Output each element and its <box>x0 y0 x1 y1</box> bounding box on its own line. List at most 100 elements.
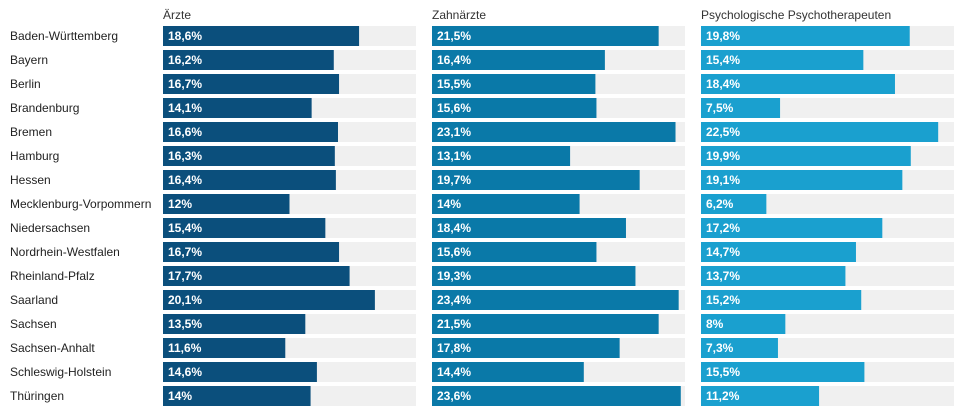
bar-psychologische-psychotherapeuten-mecklenburg-vorpommern <box>701 194 767 214</box>
data-label-psychologische-psychotherapeuten-berlin: 18,4% <box>706 77 740 91</box>
data-label-psychologische-psychotherapeuten-brandenburg: 7,5% <box>706 101 734 115</box>
data-label-aerzte-thueringen: 14% <box>168 389 192 403</box>
bar-aerzte-brandenburg <box>163 98 312 118</box>
bar-zahnaerzte-baden-wuerttemberg <box>432 26 659 46</box>
bar-zahnaerzte-hamburg <box>432 146 571 166</box>
category-label-hamburg: Hamburg <box>10 149 59 163</box>
data-label-zahnaerzte-sachsen-anhalt: 17,8% <box>437 341 471 355</box>
data-label-psychologische-psychotherapeuten-schleswig-holstein: 15,5% <box>706 365 740 379</box>
bar-aerzte-baden-wuerttemberg <box>163 26 360 46</box>
bar-aerzte-hamburg <box>163 146 335 166</box>
data-label-psychologische-psychotherapeuten-nordrhein-westfalen: 14,7% <box>706 245 740 259</box>
data-label-psychologische-psychotherapeuten-bremen: 22,5% <box>706 125 740 139</box>
category-label-thueringen: Thüringen <box>10 389 64 403</box>
data-label-aerzte-sachsen: 13,5% <box>168 317 202 331</box>
bar-zahnaerzte-niedersachsen <box>432 218 626 238</box>
bar-aerzte-sachsen-anhalt <box>163 338 286 358</box>
data-label-zahnaerzte-hamburg: 13,1% <box>437 149 471 163</box>
data-label-zahnaerzte-bremen: 23,1% <box>437 125 471 139</box>
data-label-zahnaerzte-schleswig-holstein: 14,4% <box>437 365 471 379</box>
data-label-psychologische-psychotherapeuten-niedersachsen: 17,2% <box>706 221 740 235</box>
bar-psychologische-psychotherapeuten-nordrhein-westfalen <box>701 242 856 262</box>
data-label-zahnaerzte-nordrhein-westfalen: 15,6% <box>437 245 471 259</box>
data-label-zahnaerzte-hessen: 19,7% <box>437 173 471 187</box>
bar-psychologische-psychotherapeuten-bayern <box>701 50 864 70</box>
category-label-hessen: Hessen <box>10 173 51 187</box>
data-label-aerzte-bayern: 16,2% <box>168 53 202 67</box>
data-label-psychologische-psychotherapeuten-thueringen: 11,2% <box>706 389 740 403</box>
data-label-zahnaerzte-bayern: 16,4% <box>437 53 471 67</box>
data-label-aerzte-sachsen-anhalt: 11,6% <box>168 341 202 355</box>
bar-zahnaerzte-nordrhein-westfalen <box>432 242 597 262</box>
data-label-zahnaerzte-mecklenburg-vorpommern: 14% <box>437 197 461 211</box>
bar-aerzte-schleswig-holstein <box>163 362 317 382</box>
bar-zahnaerzte-mecklenburg-vorpommern <box>432 194 580 214</box>
data-label-psychologische-psychotherapeuten-hessen: 19,1% <box>706 173 740 187</box>
bar-zahnaerzte-schleswig-holstein <box>432 362 584 382</box>
data-label-zahnaerzte-thueringen: 23,6% <box>437 389 471 403</box>
data-label-psychologische-psychotherapeuten-mecklenburg-vorpommern: 6,2% <box>706 197 734 211</box>
bar-psychologische-psychotherapeuten-hessen <box>701 170 903 190</box>
data-label-psychologische-psychotherapeuten-bayern: 15,4% <box>706 53 740 67</box>
bar-psychologische-psychotherapeuten-brandenburg <box>701 98 781 118</box>
bar-aerzte-mecklenburg-vorpommern <box>163 194 290 214</box>
bar-psychologische-psychotherapeuten-sachsen <box>701 314 786 334</box>
data-label-zahnaerzte-niedersachsen: 18,4% <box>437 221 471 235</box>
bar-psychologische-psychotherapeuten-hamburg <box>701 146 911 166</box>
category-label-sachsen: Sachsen <box>10 317 57 331</box>
data-label-zahnaerzte-berlin: 15,5% <box>437 77 471 91</box>
data-label-aerzte-schleswig-holstein: 14,6% <box>168 365 202 379</box>
data-label-aerzte-hessen: 16,4% <box>168 173 202 187</box>
data-label-psychologische-psychotherapeuten-saarland: 15,2% <box>706 293 740 307</box>
bar-zahnaerzte-bremen <box>432 122 676 142</box>
bar-aerzte-thueringen <box>163 386 311 406</box>
panel-title-zahnaerzte: Zahnärzte <box>432 8 486 22</box>
bar-psychologische-psychotherapeuten-sachsen-anhalt <box>701 338 778 358</box>
bar-psychologische-psychotherapeuten-schleswig-holstein <box>701 362 865 382</box>
bar-psychologische-psychotherapeuten-saarland <box>701 290 862 310</box>
data-label-aerzte-berlin: 16,7% <box>168 77 202 91</box>
data-label-aerzte-mecklenburg-vorpommern: 12% <box>168 197 192 211</box>
category-label-rheinland-pfalz: Rheinland-Pfalz <box>10 269 95 283</box>
data-label-zahnaerzte-sachsen: 21,5% <box>437 317 471 331</box>
data-label-aerzte-niedersachsen: 15,4% <box>168 221 202 235</box>
data-label-aerzte-hamburg: 16,3% <box>168 149 202 163</box>
bar-psychologische-psychotherapeuten-niedersachsen <box>701 218 883 238</box>
bar-psychologische-psychotherapeuten-baden-wuerttemberg <box>701 26 910 46</box>
bar-zahnaerzte-thueringen <box>432 386 681 406</box>
bar-zahnaerzte-sachsen-anhalt <box>432 338 620 358</box>
panel-title-aerzte: Ärzte <box>163 8 191 22</box>
bar-aerzte-nordrhein-westfalen <box>163 242 340 262</box>
category-label-bremen: Bremen <box>10 125 52 139</box>
category-label-berlin: Berlin <box>10 77 41 91</box>
category-label-niedersachsen: Niedersachsen <box>10 221 90 235</box>
bar-aerzte-berlin <box>163 74 340 94</box>
bar-zahnaerzte-saarland <box>432 290 679 310</box>
data-label-zahnaerzte-baden-wuerttemberg: 21,5% <box>437 29 471 43</box>
category-label-sachsen-anhalt: Sachsen-Anhalt <box>10 341 95 355</box>
bar-aerzte-sachsen <box>163 314 306 334</box>
data-label-psychologische-psychotherapeuten-sachsen: 8% <box>706 317 724 331</box>
data-label-zahnaerzte-brandenburg: 15,6% <box>437 101 471 115</box>
data-label-psychologische-psychotherapeuten-baden-wuerttemberg: 19,8% <box>706 29 740 43</box>
bar-aerzte-bremen <box>163 122 338 142</box>
bar-aerzte-hessen <box>163 170 336 190</box>
category-label-nordrhein-westfalen: Nordrhein-Westfalen <box>10 245 120 259</box>
data-label-zahnaerzte-rheinland-pfalz: 19,3% <box>437 269 471 283</box>
category-label-baden-wuerttemberg: Baden-Württemberg <box>10 29 118 43</box>
bar-psychologische-psychotherapeuten-thueringen <box>701 386 820 406</box>
bar-zahnaerzte-hessen <box>432 170 640 190</box>
data-label-aerzte-nordrhein-westfalen: 16,7% <box>168 245 202 259</box>
panel-title-psychologische-psychotherapeuten: Psychologische Psychotherapeuten <box>701 8 891 22</box>
category-label-schleswig-holstein: Schleswig-Holstein <box>10 365 111 379</box>
bar-zahnaerzte-sachsen <box>432 314 659 334</box>
bar-aerzte-bayern <box>163 50 334 70</box>
data-label-aerzte-baden-wuerttemberg: 18,6% <box>168 29 202 43</box>
category-label-mecklenburg-vorpommern: Mecklenburg-Vorpommern <box>10 197 151 211</box>
data-label-aerzte-rheinland-pfalz: 17,7% <box>168 269 202 283</box>
bar-aerzte-niedersachsen <box>163 218 326 238</box>
data-label-zahnaerzte-saarland: 23,4% <box>437 293 471 307</box>
data-label-psychologische-psychotherapeuten-sachsen-anhalt: 7,3% <box>706 341 734 355</box>
bar-zahnaerzte-rheinland-pfalz <box>432 266 636 286</box>
